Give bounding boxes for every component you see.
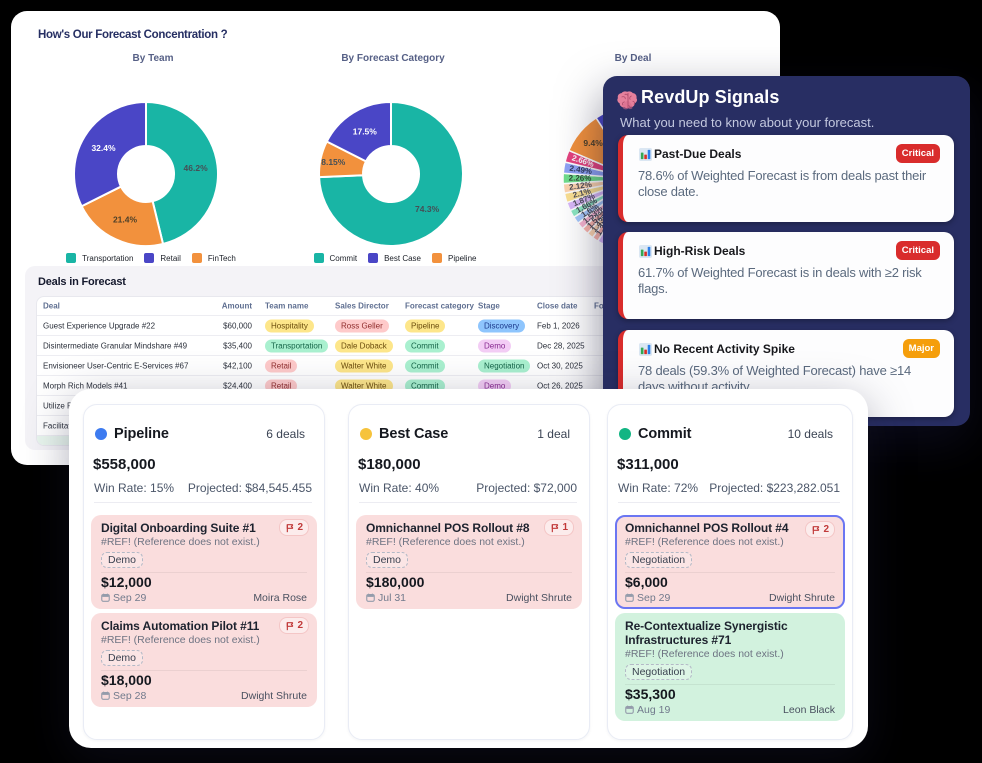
svg-text:2.12%: 2.12% bbox=[569, 180, 593, 192]
svg-text:17.5%: 17.5% bbox=[353, 127, 378, 137]
svg-text:9.4%: 9.4% bbox=[583, 138, 603, 148]
svg-text:46.2%: 46.2% bbox=[184, 163, 209, 173]
svg-text:2.26%: 2.26% bbox=[569, 174, 592, 183]
svg-text:74.3%: 74.3% bbox=[415, 204, 440, 214]
svg-text:2.49%: 2.49% bbox=[569, 164, 593, 176]
svg-text:8.15%: 8.15% bbox=[321, 157, 346, 167]
svg-text:32.4%: 32.4% bbox=[91, 143, 116, 153]
svg-text:21.4%: 21.4% bbox=[113, 215, 138, 225]
